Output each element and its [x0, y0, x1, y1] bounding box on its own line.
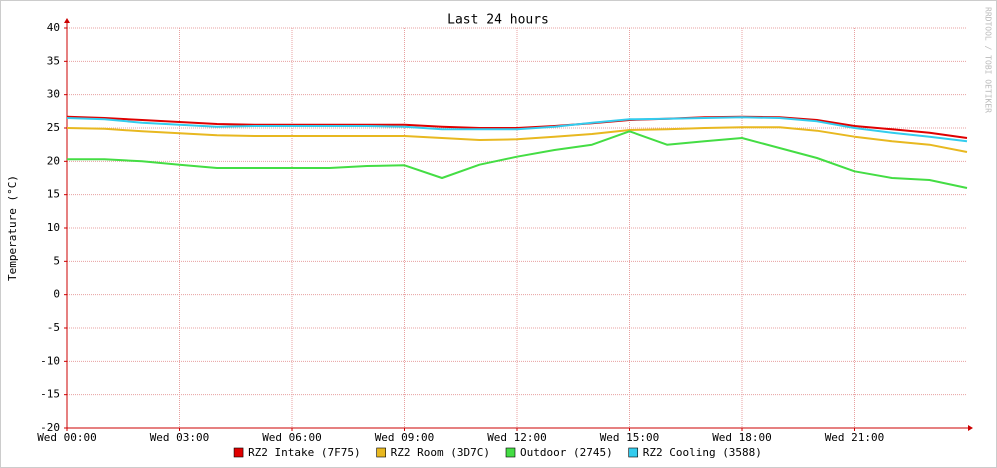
y-tick-label: 20: [47, 154, 60, 167]
y-tick-label: 25: [47, 121, 60, 134]
x-tick-label: Wed 12:00: [487, 431, 547, 444]
y-tick-label: -10: [40, 354, 60, 367]
series-line: [66, 126, 968, 153]
legend-item: RZ2 Room (3D7C): [376, 446, 490, 459]
x-tick-label: Wed 06:00: [262, 431, 322, 444]
legend-swatch: [628, 447, 639, 458]
legend-item: RZ2 Intake (7F75): [233, 446, 361, 459]
y-tick-label: 40: [47, 21, 60, 34]
y-tick-label: 5: [53, 254, 60, 267]
legend-swatch: [505, 447, 516, 458]
x-tick-label: Wed 03:00: [150, 431, 210, 444]
y-tick-label: -5: [47, 321, 60, 334]
x-tick-label: Wed 15:00: [600, 431, 660, 444]
y-axis-label: Temperature (°C): [6, 175, 19, 281]
series-line: [67, 130, 968, 189]
legend-label: RZ2 Cooling (3588): [643, 446, 762, 459]
y-tick-label: 0: [53, 288, 60, 301]
legend-label: RZ2 Room (3D7C): [391, 446, 490, 459]
y-tick-label: 15: [47, 188, 60, 201]
legend-swatch: [376, 447, 386, 458]
x-tick-label: Wed 00:00: [37, 431, 97, 444]
y-tick-label: 30: [47, 88, 60, 101]
axis-arrow: [968, 425, 973, 431]
legend-swatch: [233, 447, 244, 458]
y-tick-label: 35: [47, 54, 60, 67]
y-tick-label: -20: [40, 421, 60, 434]
legend-label: Outdoor (2745): [520, 446, 613, 459]
legend-item: Outdoor (2745): [505, 446, 613, 459]
y-tick-label: 10: [47, 221, 60, 234]
legend-item: RZ2 Cooling (3588): [628, 446, 762, 459]
watermark: RRDTOOL / TOBI OETIKER: [984, 7, 993, 113]
x-tick-label: Wed 18:00: [712, 431, 772, 444]
legend: RZ2 Intake (7F75) RZ2 Room (3D7C) Outdoor …: [233, 446, 762, 459]
x-tick-label: Wed 09:00: [375, 431, 435, 444]
chart-title: Last 24 hours: [447, 13, 549, 28]
series-line: [66, 115, 968, 139]
series-line: [66, 116, 968, 143]
x-tick-label: Wed 21:00: [825, 431, 885, 444]
axis-arrow: [64, 18, 70, 23]
legend-label: RZ2 Intake (7F75): [248, 446, 361, 459]
y-tick-label: -15: [40, 388, 60, 401]
